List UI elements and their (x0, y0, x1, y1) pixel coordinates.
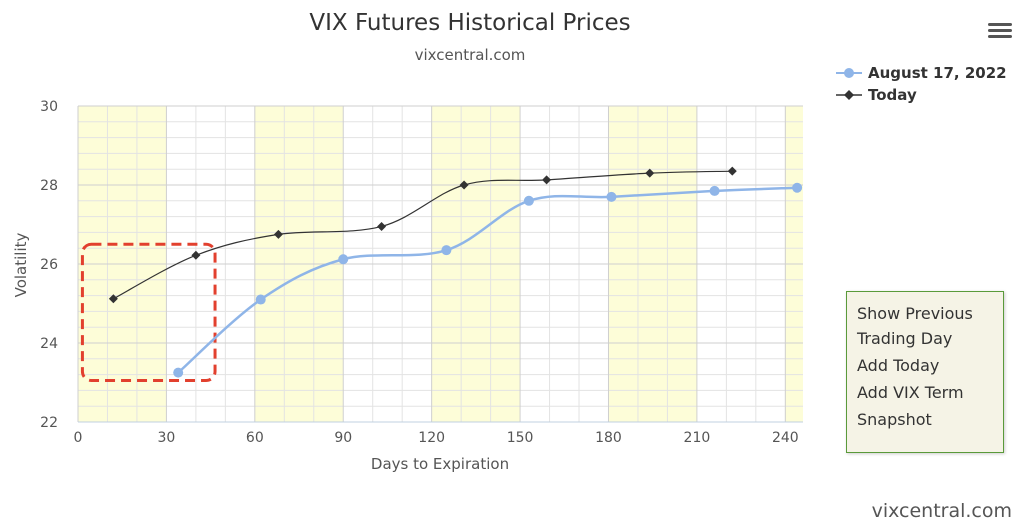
x-tick-label: 180 (595, 430, 622, 446)
gridlines (77, 105, 803, 423)
data-point-diamond (645, 168, 655, 178)
legend-circle-icon (836, 68, 862, 78)
data-point-diamond (377, 221, 387, 231)
x-tick-label: 120 (418, 430, 445, 446)
data-point-circle (173, 367, 184, 378)
x-tick-label: 60 (246, 430, 264, 446)
series-line-1 (113, 170, 733, 300)
data-point-diamond (273, 229, 283, 239)
menu-item-show-previous-trading-day[interactable]: Show Previous Trading Day (857, 304, 973, 348)
data-point-diamond (459, 180, 469, 190)
series (108, 166, 803, 378)
data-point-circle (606, 191, 617, 202)
x-tick-label: 30 (158, 430, 176, 446)
data-point-circle (255, 294, 266, 305)
x-tick-label: 240 (772, 430, 799, 446)
legend: August 17, 2022 Today (836, 62, 1007, 106)
y-tick-label: 26 (40, 257, 58, 273)
x-tick-label: 90 (334, 430, 352, 446)
legend-diamond-icon (836, 90, 862, 100)
data-point-circle (338, 254, 349, 265)
data-point-diamond (727, 166, 737, 176)
x-tick-label: 210 (684, 430, 711, 446)
y-tick-label: 28 (40, 178, 58, 194)
context-menu: Show Previous Trading Day Add Today Add … (846, 291, 1004, 453)
axes: 0 30 60 90 120 150 180 210 240 22 24 26 28 30 (40, 99, 803, 446)
highlight-box (80, 242, 217, 383)
chart-subtitle: vixcentral.com (414, 46, 526, 64)
data-point-circle (441, 245, 452, 256)
y-tick-label: 24 (40, 336, 58, 352)
watermark: vixcentral.com (871, 500, 1012, 522)
series-line-0 (177, 186, 798, 374)
chart-title: VIX Futures Historical Prices (309, 10, 631, 36)
x-tick-label: 0 (74, 430, 83, 446)
x-axis-label: Days to Expiration (371, 455, 509, 473)
legend-label: Today (868, 86, 917, 104)
legend-item-today[interactable]: Today (836, 84, 1007, 106)
legend-label: August 17, 2022 (868, 64, 1007, 82)
data-point-diamond (542, 175, 552, 185)
menu-item-add-vix-term[interactable]: Add VIX Term (857, 383, 964, 402)
y-axis-label: Volatility (12, 232, 30, 297)
data-point-circle (523, 195, 534, 206)
legend-item-august-17-2022[interactable]: August 17, 2022 (836, 62, 1007, 84)
y-tick-label: 30 (40, 99, 58, 115)
menu-item-snapshot[interactable]: Snapshot (857, 410, 932, 429)
hamburger-menu-icon[interactable] (988, 20, 1012, 40)
menu-item-add-today[interactable]: Add Today (857, 356, 940, 375)
data-point-diamond (191, 250, 201, 260)
data-point-circle (709, 185, 720, 196)
data-point-circle (792, 182, 803, 193)
highlight-box (80, 242, 217, 383)
data-point-diamond (108, 294, 118, 304)
y-tick-label: 22 (40, 415, 58, 431)
x-tick-label: 150 (507, 430, 534, 446)
